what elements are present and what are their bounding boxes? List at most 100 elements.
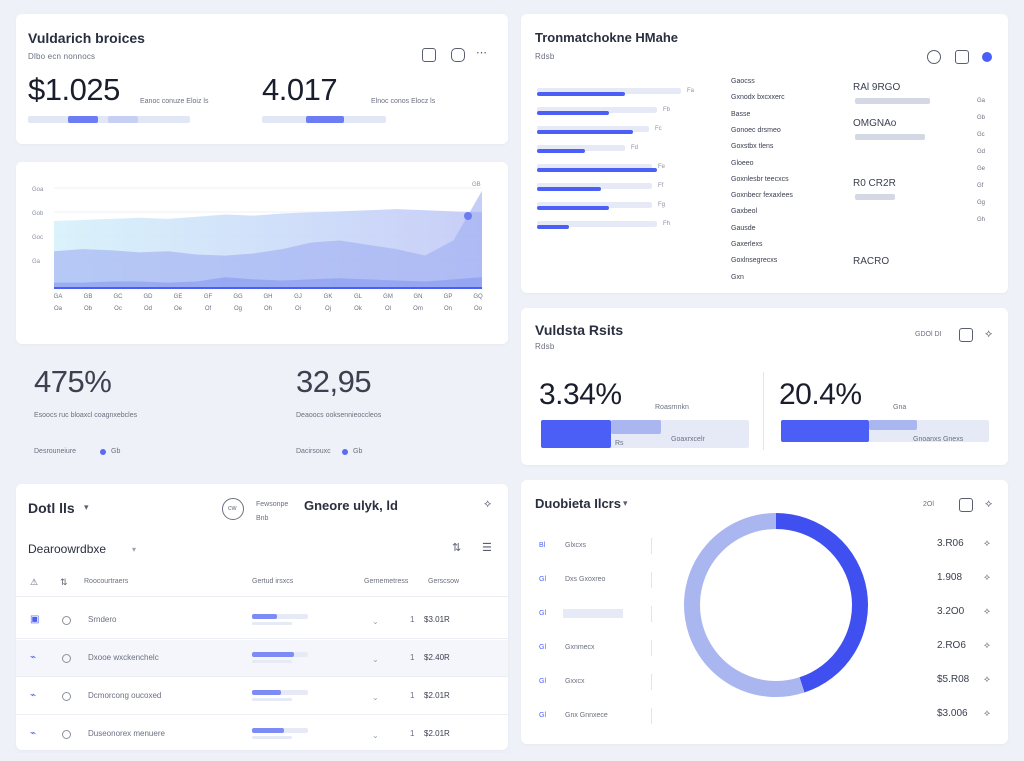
col-header-amount[interactable]: Gerscsow [428,578,460,585]
tr-bar-fill [537,111,609,115]
settings-icon-3[interactable]: ⟡ [985,498,993,510]
row-progress-fill [252,652,294,657]
x-tick-label: GF [204,294,213,300]
dist-value: 3.R06 [937,538,964,549]
col-header-name[interactable]: Roocourtraers [84,578,129,585]
meta-avatar[interactable] [222,498,244,520]
legend-label: Glxcxs [565,542,586,549]
tr-bar-fill [537,92,625,96]
meta-caption-1: Fewsonpe [256,501,289,508]
tr-group-bar [855,134,925,140]
rates-card: Vuldsta Rsits Rdsb GDOl DI ⟡ 3.34% Roasr… [521,308,1008,465]
x-tick-label-2: Om [413,306,423,312]
kpi-caption-1: Esoocs ruc bloaxcl coagnxebcles [34,412,138,419]
table-row[interactable]: ⌁ Dcmorcong oucoxed ⌄ 1 $2.01R [16,678,508,715]
more-icon[interactable]: ⋯ [476,47,487,59]
x-tick-label-2: Og [234,306,242,312]
tr-mid-label: Gonoec drsmeo [731,126,781,134]
sort-icon[interactable]: ⇅ [452,542,462,554]
tr-right-small: Ge [977,166,986,172]
end-label: GB [472,182,481,188]
row-progress-track-b [252,622,292,625]
row-more-icon[interactable]: ⟡ [984,674,990,684]
row-action-icon[interactable]: ⌄ [372,617,379,626]
tr-bar-fill [537,130,633,134]
chat-icon-2[interactable] [955,50,969,64]
tr-mid-label: Gaocss [731,78,755,85]
y-tick-label: Gob [32,211,44,217]
expand-icon[interactable] [959,328,973,342]
x-tick-label-2: Oi [295,306,301,312]
x-tick-label-2: Ob [84,306,93,312]
settings-icon-2[interactable]: ⟡ [985,328,993,340]
menu-icon[interactable]: ☰ [482,542,492,554]
tr-right-small: Gg [977,200,986,206]
refresh-icon[interactable] [927,50,941,64]
settings-icon[interactable]: ⟡ [484,498,492,510]
sort-icon-2[interactable]: ⇅ [60,577,68,587]
rate-fill-2 [781,420,869,442]
x-tick-label: GB [84,294,93,300]
tr-mid-label: Gausde [731,224,756,232]
tr-bar-fill [537,206,609,210]
tr-group-label: RACRO [853,256,890,267]
legend-bar [563,609,623,618]
chevron-down-icon[interactable]: ▾ [84,502,89,512]
kpi-section: 475% Esoocs ruc bloaxcl coagnxebcles Des… [16,350,508,470]
tr-bar-fill [537,168,657,172]
distribution-chevron-icon[interactable]: ▾ [623,498,628,508]
row-action-icon[interactable]: ⌄ [372,693,379,702]
kpi-badge-2: Gb [353,448,363,455]
table-row[interactable]: ⌁ Duseonorex menuere ⌄ 1 $2.01R [16,716,508,753]
stat-caption-2: Elnoc conos Elocz ls [371,98,436,105]
legend-tag: Gl [539,576,546,583]
details-title: Dotl lls [28,500,75,516]
x-tick-label-2: Oa [54,306,63,312]
x-tick-label: GJ [294,294,302,300]
row-amount: $2.01R [424,729,450,738]
rate-caption-2: Gna [893,404,907,411]
area-chart-card: Goa Gob Goc Ga GB GA Oa GB Ob GC Oc GD Od GE Oe GF Of GG O… [16,162,508,344]
row-progress-fill [252,690,281,695]
row-amount: $2.01R [424,691,450,700]
row-count: 1 [410,615,415,624]
tr-mid-label: Basse [731,110,751,118]
row-divider [16,676,508,677]
user-icon[interactable] [982,52,992,62]
col-header-count[interactable]: Gernemetress [364,578,409,585]
section-chevron-icon[interactable]: ▾ [132,545,137,554]
chat-icon[interactable] [451,48,465,62]
y-tick-label: Ga [32,259,41,265]
row-more-icon[interactable]: ⟡ [984,708,990,718]
col-header-progress[interactable]: Gertud irsxcs [252,578,294,585]
kpi-link-1[interactable]: Desrouneiure [34,448,77,455]
row-more-icon[interactable]: ⟡ [984,538,990,548]
tr-bar-fill [537,225,569,229]
table-row[interactable]: ▣ Srndero ⌄ 1 $3.01R [16,602,508,639]
kpi-dot-2 [342,449,348,455]
legend-tag: Gl [539,610,546,617]
table-row[interactable]: ⌁ Dxooe wxckenchelc ⌄ 1 $2.40R [16,640,508,677]
legend-divider [651,708,652,724]
expand-icon-2[interactable] [959,498,973,512]
calendar-icon[interactable] [422,48,436,62]
x-tick-label: GK [324,294,333,300]
stat-value-1: $1.025 [28,72,120,107]
tr-bar-label: Fb [663,107,671,113]
row-action-icon[interactable]: ⌄ [372,731,379,740]
row-action-icon[interactable]: ⌄ [372,655,379,664]
kpi-badge-1: Gb [111,448,121,455]
row-more-icon[interactable]: ⟡ [984,572,990,582]
row-name: Srndero [88,615,117,624]
row-more-icon[interactable]: ⟡ [984,640,990,650]
dist-value: 3.2O0 [937,606,965,617]
donut-slice[interactable] [684,513,805,697]
tr-bar-track [537,107,657,113]
legend-label: Dxs Gxoxreo [565,576,606,583]
row-more-icon[interactable]: ⟡ [984,606,990,616]
donut-slice[interactable] [775,513,868,693]
row-progress-track-b [252,736,292,739]
kpi-link-2[interactable]: Dacirsouxc [296,448,331,455]
row-name: Dcmorcong oucoxed [88,691,162,700]
area-chart: Goa Gob Goc Ga GB GA Oa GB Ob GC Oc GD Od GE Oe GF Of GG O… [32,182,483,312]
